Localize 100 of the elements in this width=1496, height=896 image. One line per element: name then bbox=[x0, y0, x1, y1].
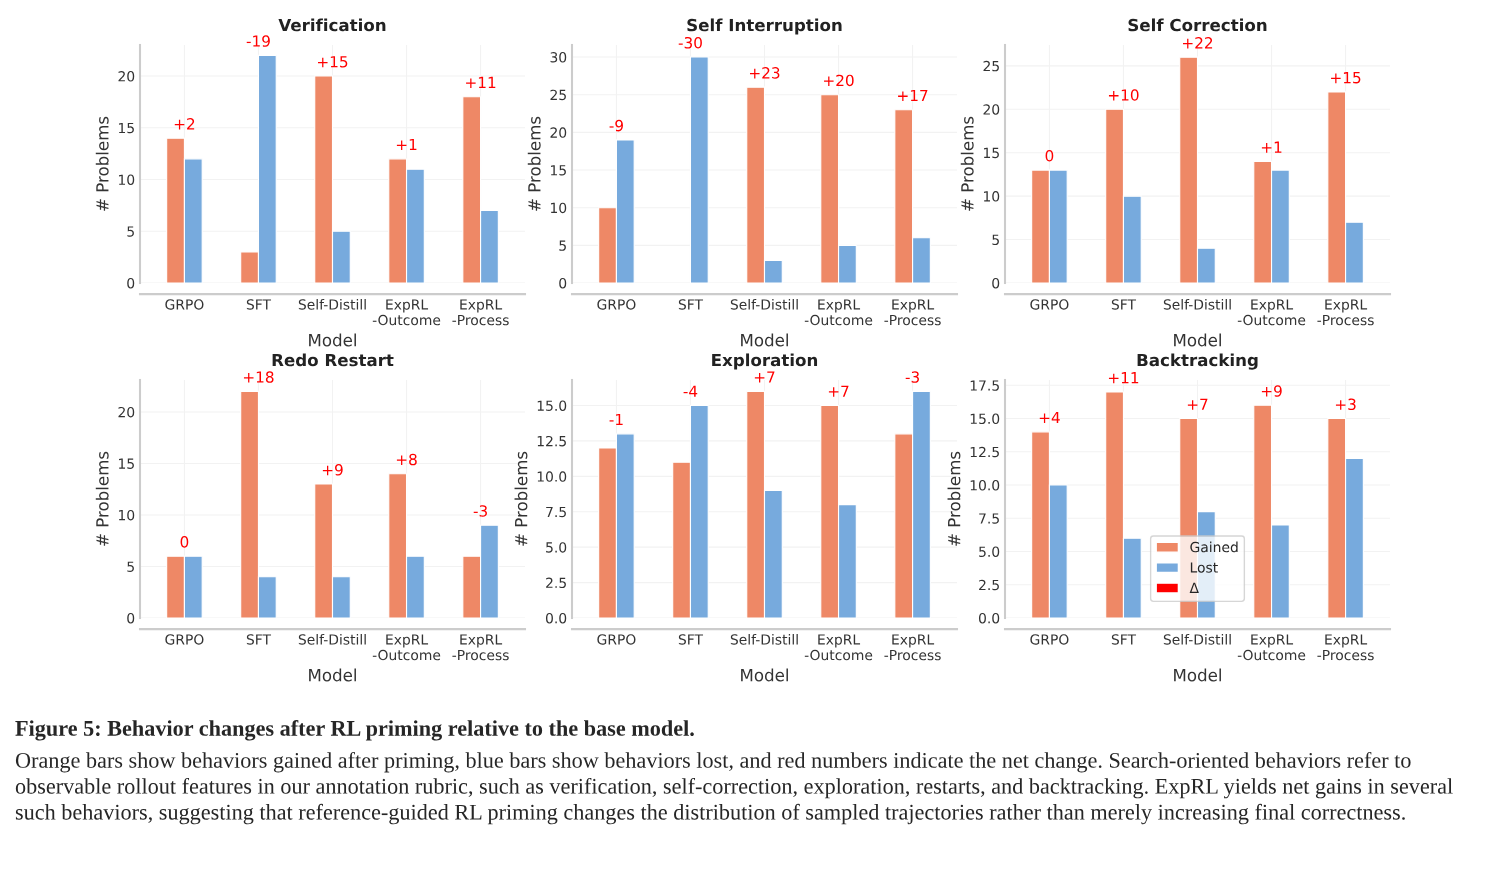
x-axis-title: Model bbox=[741, 668, 788, 682]
x-tick-label: ExpRL -Process bbox=[884, 634, 941, 661]
text: +15 bbox=[318, 56, 348, 68]
y-tick-label: 10.0 bbox=[970, 480, 1000, 491]
x-tick-label: Self-Distill bbox=[298, 633, 366, 645]
x-axis-title: Model bbox=[309, 668, 356, 682]
text: +22 bbox=[1183, 37, 1213, 49]
text: -9 bbox=[609, 119, 623, 132]
caption: Figure 5: Behavior changes after RL priming relative to the base model. bbox=[15, 720, 694, 741]
text: +9 bbox=[322, 463, 343, 476]
text: +1 bbox=[396, 138, 417, 151]
x-axis-title: Model bbox=[741, 333, 788, 347]
x-tick-label: ExpRL -Outcome bbox=[804, 299, 873, 326]
text: +10 bbox=[1108, 89, 1139, 101]
text: -3 bbox=[905, 371, 919, 383]
y-tick-label: 15 bbox=[983, 147, 999, 159]
y-tick-label: 10 bbox=[983, 191, 1000, 202]
x-axis-title: Model bbox=[1174, 668, 1221, 682]
x-tick-label: ExpRL -Outcome bbox=[1237, 299, 1306, 326]
x-tick-label: GRPO bbox=[165, 299, 204, 310]
y-tick-label: 0 bbox=[127, 277, 135, 289]
chart-title: Backtracking bbox=[1137, 353, 1258, 370]
x-tick-label: Self-Distill bbox=[1163, 298, 1231, 310]
chart-title: Verification bbox=[278, 18, 386, 32]
text: +7 bbox=[754, 371, 775, 383]
y-tick-label: 15 bbox=[118, 458, 134, 469]
y-tick-label: 5 bbox=[992, 234, 999, 246]
text: +4 bbox=[1039, 411, 1060, 424]
text: +7 bbox=[1187, 398, 1208, 410]
y-tick-label: 0 bbox=[992, 277, 1000, 289]
chart-title: Exploration bbox=[712, 353, 818, 370]
y-tick-label: 0.0 bbox=[978, 612, 1000, 624]
y-tick-label: 25 bbox=[550, 89, 566, 101]
y-tick-label: 5 bbox=[559, 240, 566, 251]
x-tick-label: SFT bbox=[1111, 299, 1137, 310]
text: +18 bbox=[243, 371, 274, 383]
x-tick-label: SFT bbox=[246, 299, 272, 310]
y-axis-title: # Problems bbox=[527, 116, 541, 211]
y-tick-label: 20 bbox=[550, 127, 567, 138]
y-tick-label: 10.0 bbox=[537, 471, 567, 482]
y-tick-label: 15 bbox=[118, 122, 134, 134]
x-tick-label: SFT bbox=[1111, 634, 1137, 645]
x-tick-label: Self-Distill bbox=[730, 298, 798, 310]
text: +7 bbox=[828, 385, 849, 397]
y-axis-title: # Problems bbox=[514, 451, 528, 546]
legend-label: Lost bbox=[1190, 562, 1218, 573]
text: -19 bbox=[246, 35, 270, 47]
text: +11 bbox=[466, 76, 496, 89]
y-tick-label: 12.5 bbox=[537, 435, 566, 447]
x-tick-label: ExpRL -Outcome bbox=[1237, 634, 1306, 661]
chart-title: Self Correction bbox=[1128, 18, 1267, 32]
y-tick-label: 5 bbox=[127, 561, 134, 572]
x-tick-label: SFT bbox=[678, 299, 704, 310]
text: +23 bbox=[750, 67, 780, 79]
y-tick-label: 10 bbox=[118, 509, 135, 521]
y-tick-label: 20 bbox=[118, 71, 135, 82]
y-tick-label: 15.0 bbox=[970, 413, 1000, 425]
x-tick-label: GRPO bbox=[1030, 299, 1069, 310]
x-tick-label: ExpRL -Outcome bbox=[372, 299, 441, 326]
x-tick-label: ExpRL -Process bbox=[452, 299, 509, 326]
x-tick-label: ExpRL -Outcome bbox=[804, 634, 873, 661]
y-tick-label: 2.5 bbox=[979, 579, 999, 591]
y-tick-label: 5.0 bbox=[979, 546, 1000, 557]
x-tick-label: SFT bbox=[246, 634, 272, 645]
x-tick-label: GRPO bbox=[165, 634, 204, 645]
text: +2 bbox=[174, 118, 195, 130]
y-tick-label: 30 bbox=[550, 52, 567, 63]
text: +1 bbox=[1261, 141, 1282, 153]
x-axis-title: Model bbox=[1174, 333, 1221, 347]
x-tick-label: ExpRL -Process bbox=[1317, 634, 1374, 661]
text: Orange bars show behaviors gained after priming, blue bars show behaviors lost, and red numbers indicate the net change. Search-oriented behaviors refer to observable rollout features in our annotation rubric, such as verification, self-correction, exploration, restarts, and backtracking. ExpRL yields net gains in several such behaviors, suggesting that reference-guided RL priming changes the distribution of sampled trajectories rather than merely increasing final correctness. bbox=[15, 752, 1453, 825]
y-tick-label: 5.0 bbox=[546, 542, 567, 553]
x-tick-label: GRPO bbox=[1030, 634, 1069, 645]
y-tick-label: 2.5 bbox=[546, 577, 566, 589]
y-axis-title: # Problems bbox=[95, 451, 109, 546]
x-tick-label: ExpRL -Outcome bbox=[372, 634, 441, 661]
text: +3 bbox=[1335, 398, 1356, 411]
x-tick-label: GRPO bbox=[597, 299, 636, 310]
y-axis-title: # Problems bbox=[95, 116, 109, 211]
y-tick-label: 17.5 bbox=[970, 380, 999, 391]
x-tick-label: Self-Distill bbox=[730, 633, 798, 645]
y-tick-label: 5 bbox=[127, 226, 134, 237]
y-tick-label: 0 bbox=[127, 612, 135, 624]
text: 0 bbox=[180, 536, 189, 548]
text: -3 bbox=[473, 505, 487, 517]
legend-label: Gained bbox=[1190, 541, 1238, 553]
y-tick-label: 15.0 bbox=[537, 400, 567, 411]
x-tick-label: ExpRL -Process bbox=[1317, 299, 1374, 326]
text: 0 bbox=[1045, 150, 1054, 162]
y-axis-title: # Problems bbox=[960, 116, 974, 211]
y-tick-label: 12.5 bbox=[970, 446, 999, 458]
x-tick-label: Self-Distill bbox=[1163, 633, 1231, 645]
y-axis-title: # Problems bbox=[947, 451, 961, 546]
text: +9 bbox=[1261, 385, 1282, 397]
y-tick-label: 7.5 bbox=[979, 513, 999, 524]
y-tick-label: 20 bbox=[118, 406, 135, 418]
x-axis-title: Model bbox=[309, 333, 356, 347]
y-tick-label: 15 bbox=[550, 165, 566, 176]
y-tick-label: 7.5 bbox=[546, 506, 566, 518]
text: +8 bbox=[396, 453, 417, 466]
